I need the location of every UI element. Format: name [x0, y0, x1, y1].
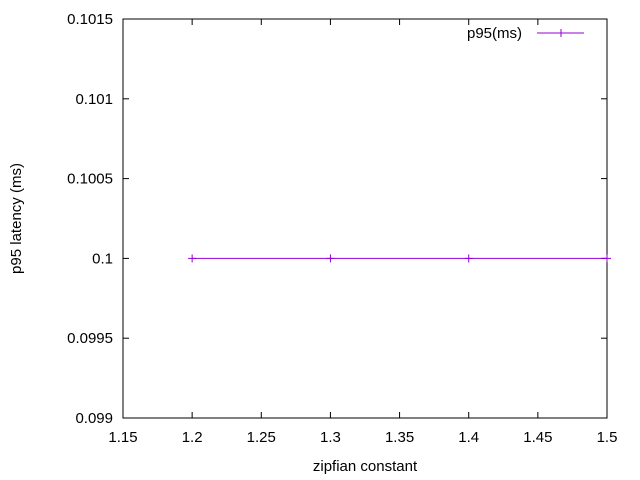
data-point-marker — [188, 254, 197, 263]
x-tick-label: 1.45 — [523, 429, 552, 446]
x-tick-label: 1.35 — [385, 429, 414, 446]
y-tick-label: 0.1 — [92, 250, 113, 267]
y-tick-label: 0.101 — [75, 91, 113, 108]
x-tick-label: 1.4 — [458, 429, 479, 446]
x-tick-label: 1.25 — [247, 429, 276, 446]
x-tick-label: 1.15 — [108, 429, 137, 446]
x-tick-label: 1.2 — [182, 429, 203, 446]
y-tick-label: 0.1015 — [67, 11, 113, 28]
legend: p95(ms) — [467, 25, 584, 42]
plot-frame — [122, 18, 608, 419]
ticks-layer: 1.15 1.2 1.25 1.3 1.35 1.4 1.45 1.5 0.099 0.0995 0… — [67, 11, 617, 446]
series-layer — [188, 254, 611, 263]
data-point-marker — [464, 254, 473, 263]
data-point-marker — [326, 254, 335, 263]
x-tick-label: 1.3 — [320, 429, 341, 446]
y-axis-title: p95 latency (ms) — [8, 163, 25, 274]
x-tick-label: 1.5 — [597, 429, 618, 446]
y-tick-label: 0.0995 — [67, 330, 113, 347]
y-tick-label: 0.099 — [75, 410, 113, 427]
legend-label: p95(ms) — [467, 25, 522, 42]
data-point-marker — [603, 254, 611, 263]
x-axis-title: zipfian constant — [313, 458, 418, 475]
y-tick-label: 0.1005 — [67, 171, 113, 188]
